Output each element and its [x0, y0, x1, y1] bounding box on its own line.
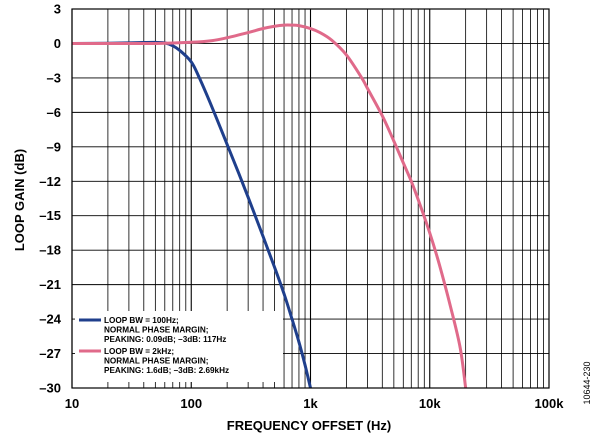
figure-id: 10644-230: [582, 361, 592, 404]
x-axis-label: FREQUENCY OFFSET (Hz): [227, 418, 391, 433]
y-tick-label: –9: [47, 139, 61, 154]
series-line-2: [72, 23, 468, 388]
x-tick-label: 1k: [303, 396, 318, 411]
y-tick-label: –12: [39, 174, 61, 189]
legend-label-1: PEAKING: 0.09dB; –3dB: 117Hz: [104, 335, 226, 344]
y-tick-label: –6: [47, 105, 61, 120]
legend-label-2: NORMAL PHASE MARGIN;: [104, 357, 208, 366]
y-tick-label: –3: [47, 70, 61, 85]
y-tick-label: 3: [54, 2, 61, 17]
x-tick-label: 100k: [535, 396, 565, 411]
x-tick-label: 100: [180, 396, 202, 411]
y-tick-label: –27: [39, 346, 61, 361]
y-tick-label: 0: [54, 36, 61, 51]
legend-label-1: NORMAL PHASE MARGIN;: [104, 326, 208, 335]
series-layer: [72, 23, 468, 388]
y-tick-label: –21: [39, 277, 61, 292]
y-tick-label: –24: [39, 312, 61, 327]
x-tick-labels: 10 100 1k 10k 100k: [65, 396, 564, 411]
y-tick-label: –30: [39, 381, 61, 396]
legend-label-1: LOOP BW = 100Hz;: [104, 316, 179, 325]
legend: LOOP BW = 100Hz;NORMAL PHASE MARGIN;PEAK…: [75, 311, 283, 382]
y-tick-label: –18: [39, 243, 61, 258]
x-tick-label: 10: [65, 396, 79, 411]
x-tick-label: 10k: [419, 396, 441, 411]
plot-frame: [71, 8, 550, 389]
legend-box: [75, 311, 283, 382]
legend-label-2: PEAKING: 1.6dB; –3dB: 2.69kHz: [104, 366, 229, 375]
legend-label-2: LOOP BW = 2kHz;: [104, 347, 174, 356]
y-axis-label: LOOP GAIN (dB): [12, 149, 27, 251]
y-tick-labels: 3 0 –3 –6 –9 –12 –15 –18 –21 –24 –27 –30: [39, 2, 61, 396]
y-tick-label: –15: [39, 208, 61, 223]
